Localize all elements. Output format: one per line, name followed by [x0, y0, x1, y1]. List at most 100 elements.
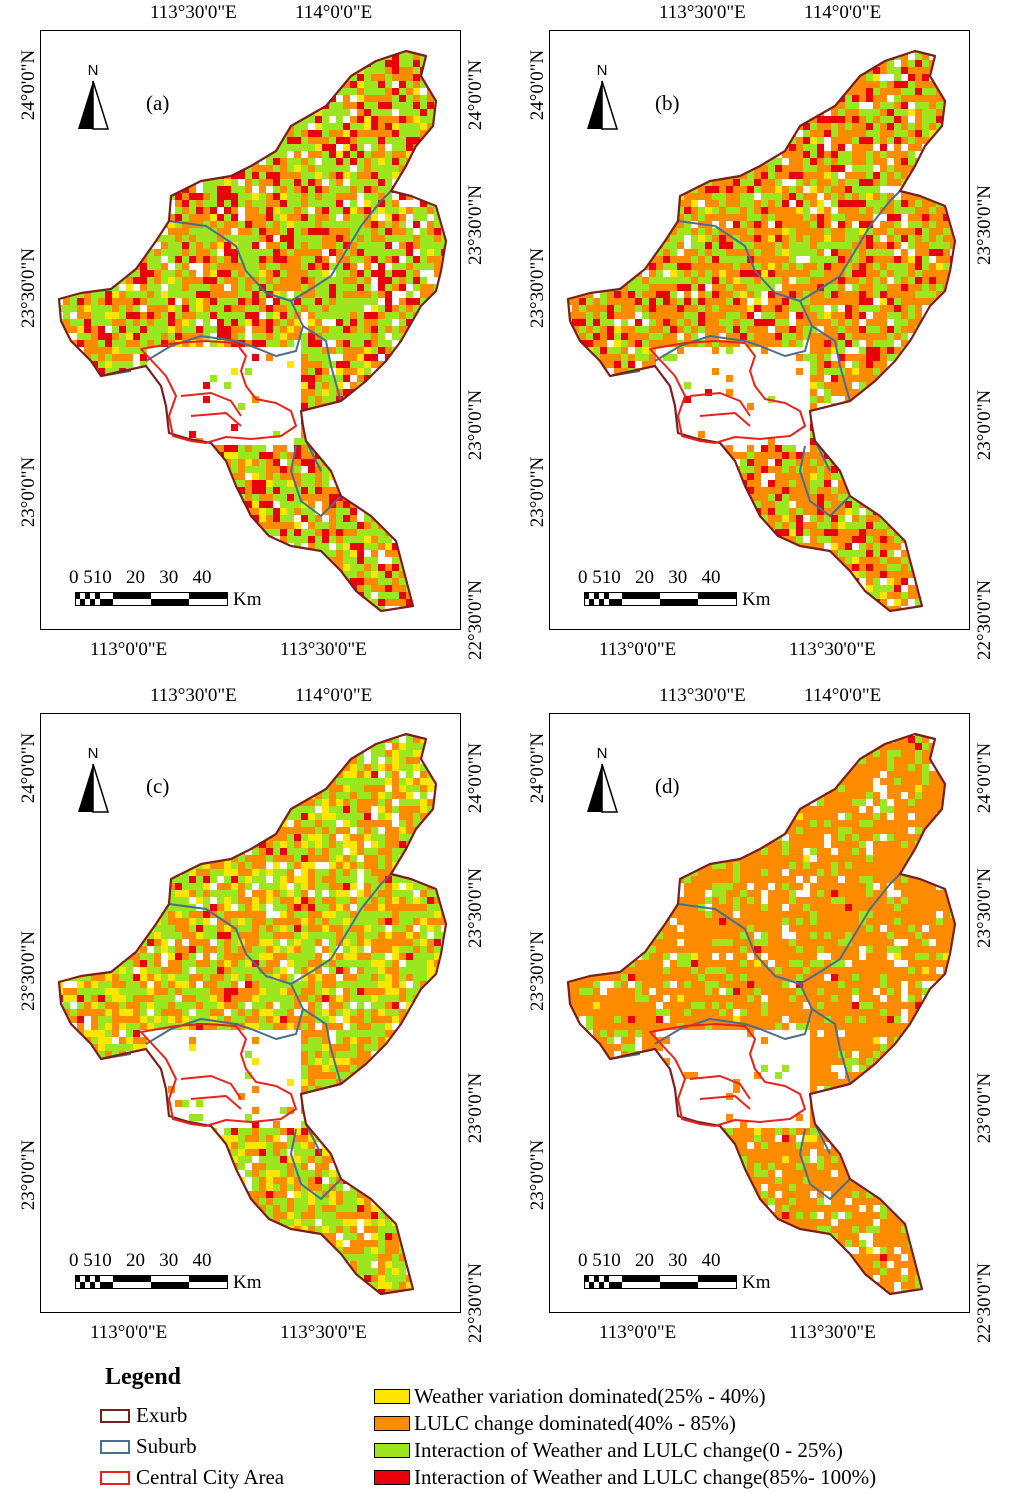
top-longitude-label: 113°30'0"E — [150, 2, 237, 23]
exurb-boundary — [57, 49, 448, 613]
right-latitude-label: 23°30'0"N — [465, 868, 486, 948]
right-latitude-label: 23°0'0"N — [465, 1072, 486, 1144]
central-city-boundary — [649, 1023, 806, 1127]
legend-label: Central City Area — [136, 1465, 285, 1489]
right-latitude-label: 24°0'0"N — [465, 742, 486, 814]
suburb-boundary — [290, 1123, 342, 1200]
bottom-longitude-label: 113°30'0"E — [789, 639, 876, 660]
map-frame: N (d) 0 510 20 30 40 Km — [549, 713, 970, 1313]
svg-text:N: N — [88, 62, 99, 79]
legend-label: Interaction of Weather and LULC change(0… — [414, 1438, 843, 1462]
interaction-low-swatch — [374, 1443, 410, 1458]
map-frame: N (c) 0 510 20 30 40 Km — [40, 713, 461, 1313]
right-latitude-label: 23°30'0"N — [974, 185, 995, 265]
right-latitude-label: 22°30'0"N — [465, 1263, 486, 1343]
top-longitude-label: 113°30'0"E — [659, 685, 746, 706]
bottom-longitude-label: 113°30'0"E — [280, 639, 367, 660]
left-latitude-label: 23°0'0"N — [18, 1139, 39, 1211]
legend-label: Exurb — [136, 1403, 188, 1427]
panel-tag: (b) — [655, 91, 680, 115]
scale-unit: Km — [233, 589, 262, 610]
lulc-swatch — [374, 1416, 410, 1431]
exurb-boundary — [57, 732, 448, 1296]
right-latitude-label: 23°30'0"N — [974, 868, 995, 948]
scale-unit: Km — [742, 1272, 771, 1293]
left-latitude-label: 24°0'0"N — [527, 732, 548, 804]
legend-item-suburb: Suburb — [100, 1436, 197, 1457]
exurb-swatch — [100, 1408, 130, 1423]
central-city-boundary — [140, 340, 297, 444]
bottom-longitude-label: 113°0'0"E — [90, 1322, 168, 1343]
panel-tag: (d) — [655, 774, 680, 798]
legend-label: Weather variation dominated(25% - 40%) — [414, 1384, 766, 1408]
top-longitude-label: 114°0'0"E — [804, 685, 882, 706]
bottom-longitude-label: 113°0'0"E — [599, 1322, 677, 1343]
central-city-swatch — [100, 1470, 130, 1485]
legend-title: Legend — [105, 1364, 182, 1390]
bottom-longitude-label: 113°0'0"E — [599, 639, 677, 660]
right-latitude-label: 22°30'0"N — [974, 1263, 995, 1343]
suburb-boundary — [799, 190, 901, 402]
bottom-longitude-label: 113°30'0"E — [280, 1322, 367, 1343]
map-frame: N (a) 0 510 20 30 40 Km — [40, 30, 461, 630]
choropleth-map — [566, 732, 957, 1296]
interaction-high-swatch — [374, 1470, 410, 1485]
suburb-boundary — [799, 873, 901, 1085]
top-longitude-label: 114°0'0"E — [295, 2, 373, 23]
legend-item-central-city: Central City Area — [100, 1467, 284, 1488]
right-latitude-label: 22°30'0"N — [974, 580, 995, 660]
scale-bar-numbers: 0 510 20 30 40 — [578, 567, 721, 588]
scale-bar-numbers: 0 510 20 30 40 — [69, 1250, 212, 1271]
left-latitude-label: 23°0'0"N — [527, 1139, 548, 1211]
suburb-boundary — [799, 1123, 851, 1200]
left-latitude-label: 23°30'0"N — [18, 248, 39, 328]
suburb-boundary — [290, 190, 392, 402]
right-latitude-label: 23°0'0"N — [465, 389, 486, 461]
suburb-swatch — [100, 1439, 130, 1454]
left-latitude-label: 24°0'0"N — [18, 732, 39, 804]
top-longitude-label: 113°30'0"E — [659, 2, 746, 23]
top-longitude-label: 114°0'0"E — [295, 685, 373, 706]
right-latitude-label: 24°0'0"N — [465, 59, 486, 131]
scale-unit: Km — [742, 589, 771, 610]
suburb-boundary — [799, 440, 851, 517]
suburb-boundary — [290, 873, 392, 1085]
legend-item-interaction-high: Interaction of Weather and LULC change(8… — [374, 1467, 876, 1488]
panel-tag: (c) — [146, 774, 170, 798]
legend-item-weather: Weather variation dominated(25% - 40%) — [374, 1386, 766, 1407]
weather-swatch — [374, 1389, 410, 1404]
choropleth-map — [57, 732, 448, 1296]
right-latitude-label: 23°30'0"N — [465, 185, 486, 265]
exurb-boundary — [566, 732, 957, 1296]
panel-tag: (a) — [146, 91, 170, 115]
left-latitude-label: 23°30'0"N — [18, 931, 39, 1011]
left-latitude-label: 23°0'0"N — [527, 456, 548, 528]
right-latitude-label: 23°0'0"N — [974, 389, 995, 461]
top-longitude-label: 113°30'0"E — [150, 685, 237, 706]
legend-item-lulc: LULC change dominated(40% - 85%) — [374, 1413, 736, 1434]
right-latitude-label: 22°30'0"N — [465, 580, 486, 660]
top-longitude-label: 114°0'0"E — [804, 2, 882, 23]
left-latitude-label: 24°0'0"N — [18, 49, 39, 121]
legend-label: LULC change dominated(40% - 85%) — [414, 1411, 736, 1435]
right-latitude-label: 24°0'0"N — [974, 742, 995, 814]
bottom-longitude-label: 113°0'0"E — [90, 639, 168, 660]
legend-item-exurb: Exurb — [100, 1405, 187, 1426]
legend-label: Suburb — [136, 1434, 197, 1458]
suburb-boundary — [290, 440, 342, 517]
scale-unit: Km — [233, 1272, 262, 1293]
central-city-boundary — [140, 1023, 297, 1127]
map-frame: N (b) 0 510 20 30 40 Km — [549, 30, 970, 630]
choropleth-map — [57, 49, 448, 613]
left-latitude-label: 24°0'0"N — [527, 49, 548, 121]
bottom-longitude-label: 113°30'0"E — [789, 1322, 876, 1343]
left-latitude-label: 23°30'0"N — [527, 931, 548, 1011]
legend-label: Interaction of Weather and LULC change(8… — [414, 1465, 877, 1489]
scale-bar-numbers: 0 510 20 30 40 — [69, 567, 212, 588]
scale-bar-numbers: 0 510 20 30 40 — [578, 1250, 721, 1271]
left-latitude-label: 23°30'0"N — [527, 248, 548, 328]
exurb-boundary — [566, 49, 957, 613]
right-latitude-label: 23°0'0"N — [974, 1072, 995, 1144]
central-city-boundary — [649, 340, 806, 444]
left-latitude-label: 23°0'0"N — [18, 456, 39, 528]
